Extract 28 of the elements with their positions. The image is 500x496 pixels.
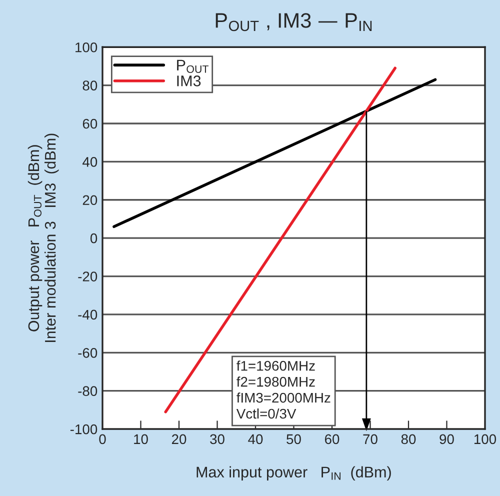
y-tick-label: -80 bbox=[78, 386, 98, 396]
x-tick-label: 0 bbox=[99, 434, 106, 444]
x-tick-label: 80 bbox=[401, 434, 416, 444]
y-tick-label: -40 bbox=[78, 310, 98, 320]
y-tick-label: 0 bbox=[90, 233, 98, 244]
legend-label: P$_{OUT}$ bbox=[177, 60, 208, 73]
y-tick-label: 60 bbox=[82, 118, 98, 129]
x-tick-label: 10 bbox=[134, 434, 148, 444]
x-tick-label: 100 bbox=[474, 434, 496, 444]
y-tick-label: 100 bbox=[76, 42, 98, 52]
x-tick-label: 60 bbox=[324, 434, 340, 444]
y-tick-label: 20 bbox=[82, 195, 98, 206]
y-tick-label: 40 bbox=[82, 157, 98, 167]
legend-label: IM3 bbox=[177, 76, 201, 86]
x-tick-label: 90 bbox=[440, 434, 454, 444]
x-tick-label: 30 bbox=[210, 434, 224, 444]
x-tick-label: 20 bbox=[172, 434, 186, 444]
y-tick-label: -100 bbox=[70, 424, 98, 434]
x-tick-label: 70 bbox=[363, 434, 378, 444]
y-tick-label: -60 bbox=[78, 348, 98, 358]
x-axis-title: Max input power P$_{IN}$ (dBm) bbox=[196, 466, 391, 481]
annotation: f1=1960MHz f2=1980MHz fIM3=2000MHz Vctl=0/3V bbox=[236, 360, 330, 419]
y-tick-label: 80 bbox=[82, 80, 98, 90]
chart-title: P$_{OUT}$ , IM3 — P$_{IN}$ bbox=[216, 13, 372, 32]
x-tick-label: 50 bbox=[286, 434, 301, 444]
y-axis-title: Output power P$_{OUT}$ (dBm) Inter modulation 3 IM3 (dBm) bbox=[28, 134, 59, 342]
y-tick-label: -20 bbox=[78, 272, 98, 282]
x-tick-label: 40 bbox=[248, 434, 263, 444]
